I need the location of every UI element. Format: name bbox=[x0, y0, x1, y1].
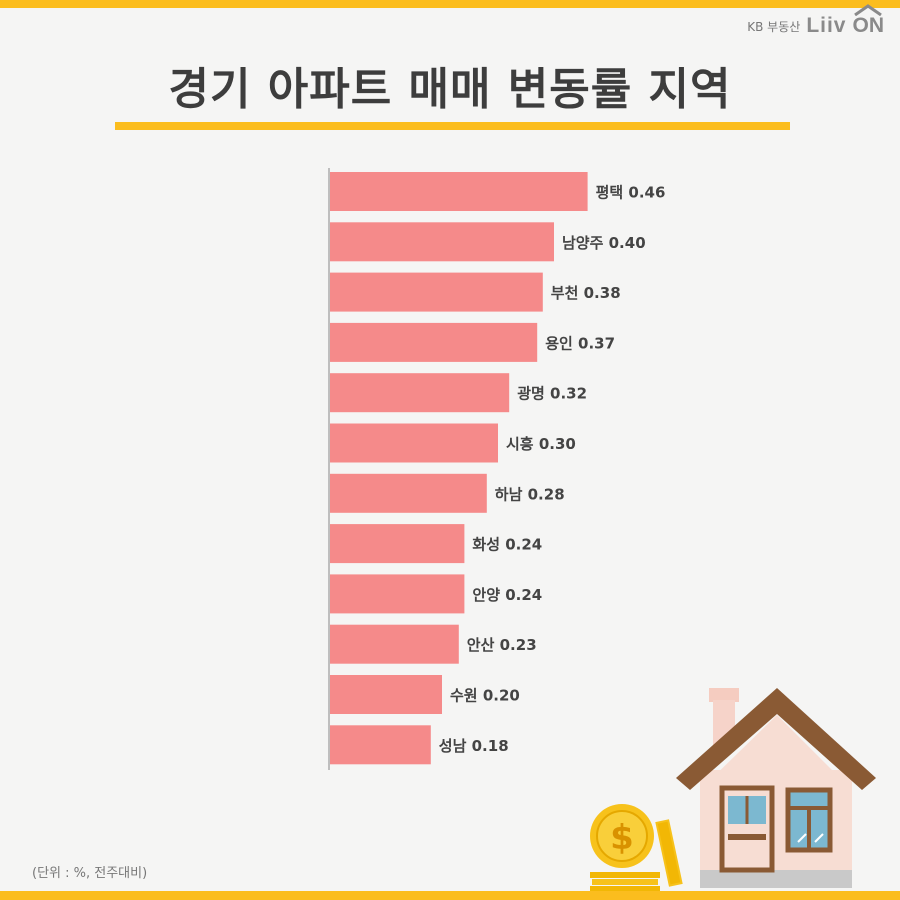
bar-10 bbox=[330, 624, 459, 664]
bar-label-9: 안양 0.24 bbox=[472, 586, 542, 604]
bar-12 bbox=[330, 725, 431, 765]
bar-label-11: 수원 0.20 bbox=[450, 687, 520, 705]
title-underline bbox=[115, 122, 790, 130]
bar-4 bbox=[330, 322, 538, 362]
brand-on-label: ON bbox=[852, 14, 885, 37]
brand-logo: KB 부동산 Liiv ON bbox=[747, 4, 885, 38]
bar-label-5: 광명 0.32 bbox=[517, 385, 587, 403]
bar-11 bbox=[330, 675, 442, 714]
bar-label-1: 평택 0.46 bbox=[596, 184, 666, 202]
bar-label-10: 안산 0.23 bbox=[467, 636, 537, 654]
brand-on-text: ON bbox=[852, 4, 885, 38]
title-container: 경기 아파트 매매 변동률 지역 bbox=[0, 64, 900, 117]
bar-label-3: 부천 0.38 bbox=[551, 284, 621, 302]
unit-footnote: (단위 : %, 전주대비) bbox=[32, 866, 148, 881]
bar-label-2: 남양주 0.40 bbox=[562, 234, 646, 252]
bar-7 bbox=[330, 473, 487, 513]
bar-5 bbox=[330, 373, 510, 413]
bar-6 bbox=[330, 423, 498, 463]
bar-label-8: 화성 0.24 bbox=[472, 536, 542, 554]
bar-label-4: 용인 0.37 bbox=[545, 334, 615, 352]
bottom-frame-bar bbox=[0, 891, 900, 900]
bar-3 bbox=[330, 272, 543, 312]
bar-9 bbox=[330, 574, 465, 614]
bar-8 bbox=[330, 524, 465, 564]
bar-label-6: 시흥 0.30 bbox=[506, 435, 576, 453]
svg-text:$: $ bbox=[610, 818, 634, 858]
top-frame-bar bbox=[0, 0, 900, 8]
brand-liiv-text: Liiv bbox=[806, 14, 847, 37]
page-title: 경기 아파트 매매 변동률 지역 bbox=[168, 64, 732, 115]
coin-stack-icon bbox=[590, 819, 683, 891]
roof-icon bbox=[853, 4, 882, 16]
bar-label-7: 하남 0.28 bbox=[495, 485, 565, 503]
bar-1 bbox=[330, 172, 588, 211]
bar-2 bbox=[330, 222, 554, 262]
bar-label-12: 성남 0.18 bbox=[439, 737, 509, 755]
brand-kb-text: KB 부동산 bbox=[747, 19, 801, 34]
house-icon bbox=[676, 688, 876, 888]
dollar-coin-icon: $ bbox=[590, 804, 654, 868]
